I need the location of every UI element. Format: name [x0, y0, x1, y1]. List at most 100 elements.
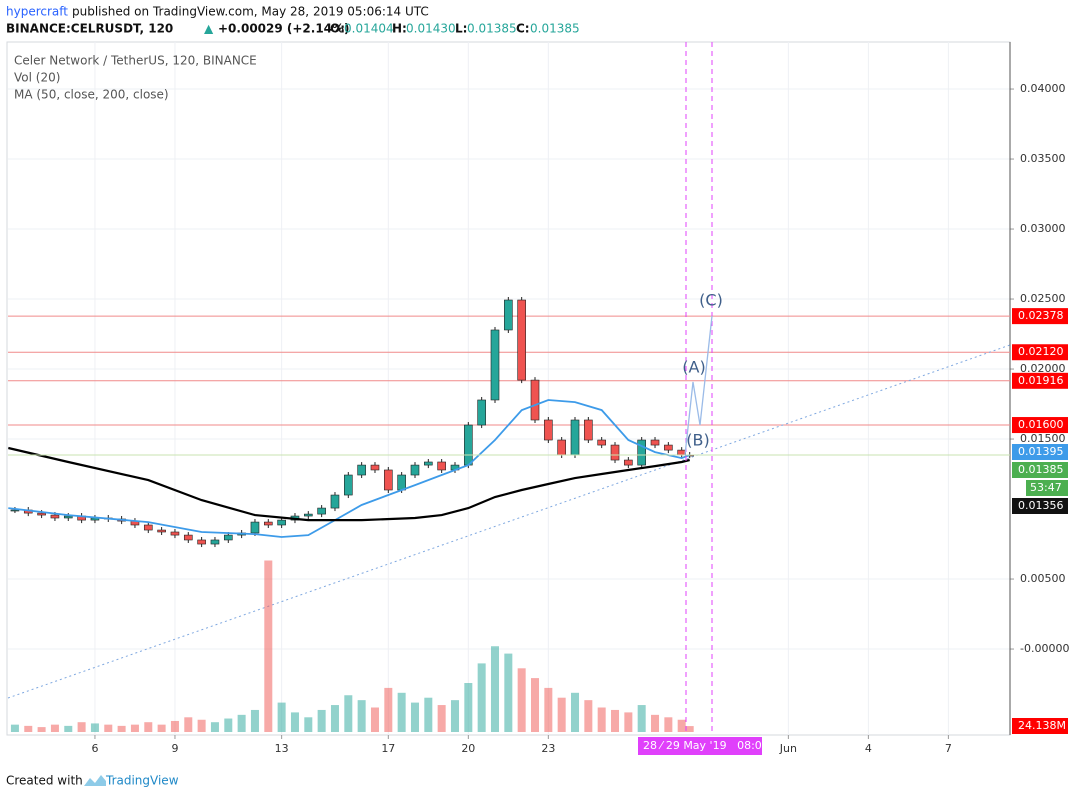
brand[interactable]: TradingView	[105, 774, 179, 788]
ma50-label-box	[1012, 444, 1068, 460]
candle	[223, 534, 233, 541]
x-tick-label: 17	[381, 742, 395, 755]
candle	[397, 474, 406, 491]
x-tick-label: 4	[865, 742, 872, 755]
created: Created with	[6, 774, 83, 788]
volume-bar	[290, 712, 299, 732]
candle	[344, 474, 353, 496]
candle	[50, 514, 60, 519]
candle	[664, 444, 673, 451]
legend-ma: MA (50, close, 200, close)	[14, 88, 169, 102]
volume-bar	[117, 725, 126, 732]
wave-label: (C)	[699, 291, 723, 310]
wave-label: (B)	[686, 431, 709, 450]
candle	[277, 519, 286, 526]
countdown: 53:47	[1030, 481, 1062, 494]
volume-bar	[571, 692, 580, 732]
x-tick-label: Jun	[779, 742, 797, 755]
published: published on TradingView.com, May 28, 20…	[72, 5, 429, 19]
volume-bar	[237, 714, 246, 732]
candle	[570, 419, 580, 456]
price-label: 0.01916	[1018, 374, 1064, 387]
time-label: 28 ⁄ 29 May '19 08:00	[643, 739, 769, 752]
o-value: 0.01404	[344, 22, 394, 36]
volume-bar	[37, 727, 46, 732]
volume-bar	[144, 722, 153, 732]
price-box	[1012, 372, 1068, 389]
candle	[517, 299, 526, 381]
volume-bar	[664, 717, 673, 732]
candle	[37, 512, 46, 516]
volume-bar	[304, 717, 313, 732]
y-tick-label: 0.02000	[1020, 362, 1066, 375]
c-label: C:	[516, 22, 530, 36]
volume-bar	[104, 724, 113, 732]
x-tick-label: 23	[541, 742, 555, 755]
candle	[490, 329, 500, 401]
y-tick-label: 0.03500	[1020, 152, 1066, 165]
volume-bar	[50, 724, 59, 732]
volume-bar	[424, 697, 433, 732]
trend-line	[7, 344, 1011, 699]
price-box	[1012, 308, 1068, 325]
time-box	[638, 737, 762, 755]
ma50-line	[8, 399, 691, 538]
candle	[183, 534, 193, 541]
price-box	[1012, 417, 1068, 434]
change: +0.00029 (+2.14%)	[218, 22, 350, 36]
y-tick-label: 0.00500	[1020, 572, 1066, 585]
volume-bar	[277, 702, 286, 732]
candle	[170, 531, 180, 536]
volume-bar	[597, 707, 606, 732]
candle	[624, 459, 633, 466]
volume-bar	[170, 720, 179, 732]
volume-bar	[130, 724, 139, 732]
volume-bar	[624, 712, 633, 732]
volume-bar	[637, 705, 646, 732]
candle	[210, 539, 220, 545]
candle	[544, 419, 553, 441]
candle	[384, 469, 393, 491]
candle	[197, 539, 206, 545]
last-label: 0.01385	[1018, 463, 1064, 476]
volume-bar	[224, 718, 233, 732]
y-tick-label: 0.02500	[1020, 292, 1066, 305]
candle	[317, 507, 326, 515]
y-tick-label: -0.00000	[1020, 642, 1069, 655]
candle	[330, 494, 340, 509]
volume-bar	[504, 653, 513, 732]
author[interactable]: hypercraft	[6, 5, 68, 19]
volume-bar	[651, 714, 660, 732]
candle	[597, 439, 606, 446]
l-label: L:	[455, 22, 467, 36]
candle	[370, 464, 380, 471]
candle	[584, 419, 593, 441]
y-tick-label: 0.01500	[1020, 432, 1066, 445]
volume-bar	[357, 700, 366, 732]
symbol: BINANCE:CELRUSDT, 120	[6, 22, 173, 36]
volume-bar	[90, 723, 99, 732]
volume-bar	[370, 707, 379, 732]
volume-label-box	[1012, 718, 1068, 734]
ma200-label-box	[1012, 498, 1068, 514]
volume-bar	[184, 717, 193, 732]
candle	[63, 515, 73, 519]
volume-bar	[397, 692, 406, 732]
volume-bar	[611, 709, 620, 732]
candle	[10, 509, 20, 512]
x-tick-label: 20	[461, 742, 475, 755]
volume-bar	[410, 702, 419, 732]
candle	[557, 439, 566, 456]
candle	[357, 464, 366, 476]
o-label: O:	[330, 22, 345, 36]
price-box	[1012, 344, 1068, 361]
price-label: 0.01600	[1018, 418, 1064, 431]
volume-bar	[557, 697, 566, 732]
candle	[464, 424, 473, 466]
candle	[610, 444, 620, 461]
wave-path	[684, 315, 713, 456]
volume-bar	[24, 725, 33, 732]
pane-border	[6, 41, 1011, 736]
